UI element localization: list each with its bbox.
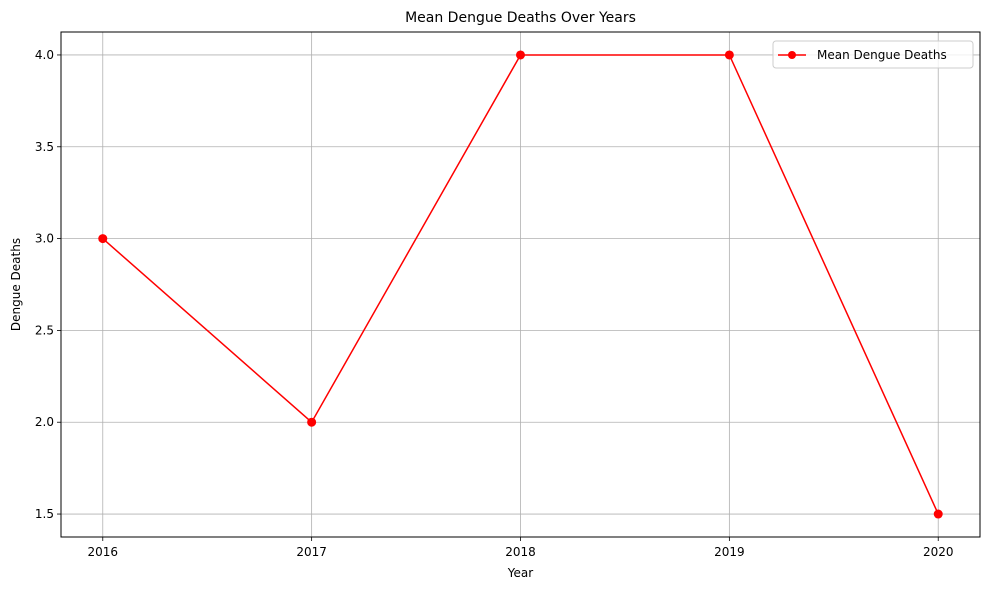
- y-tick-label: 2.5: [35, 323, 54, 337]
- y-tick-label: 3.5: [35, 140, 54, 154]
- y-tick-label: 2.0: [35, 415, 54, 429]
- x-tick-label: 2016: [87, 545, 118, 559]
- data-point: [98, 234, 108, 244]
- legend-box: [772, 40, 974, 69]
- data-point: [933, 509, 943, 519]
- x-tick-label: 2017: [296, 545, 327, 559]
- chart-title: Mean Dengue Deaths Over Years: [405, 10, 636, 26]
- series-layer: [98, 50, 943, 519]
- y-tick-label: 3.0: [35, 232, 54, 246]
- x-tick-label: 2020: [923, 545, 954, 559]
- y-tick-label: 1.5: [35, 507, 54, 521]
- x-tick-label: 2019: [714, 545, 745, 559]
- axis-ticks: 2016 2017 2018 2019 2020 1.5 2.0 2.5 3.0 3.5 4.0: [35, 48, 954, 559]
- grid-lines: [61, 32, 980, 537]
- y-axis-label: Dengue Deaths: [9, 238, 23, 331]
- x-tick-label: 2018: [505, 545, 536, 559]
- legend: Mean Dengue Deaths: [772, 40, 974, 69]
- data-point: [307, 417, 317, 427]
- data-point: [724, 50, 734, 60]
- data-point: [516, 50, 525, 60]
- x-axis-label: Year: [507, 566, 533, 580]
- y-tick-label: 4.0: [35, 48, 54, 62]
- legend-marker: [788, 51, 796, 59]
- legend-label: Mean Dengue Deaths: [817, 48, 947, 62]
